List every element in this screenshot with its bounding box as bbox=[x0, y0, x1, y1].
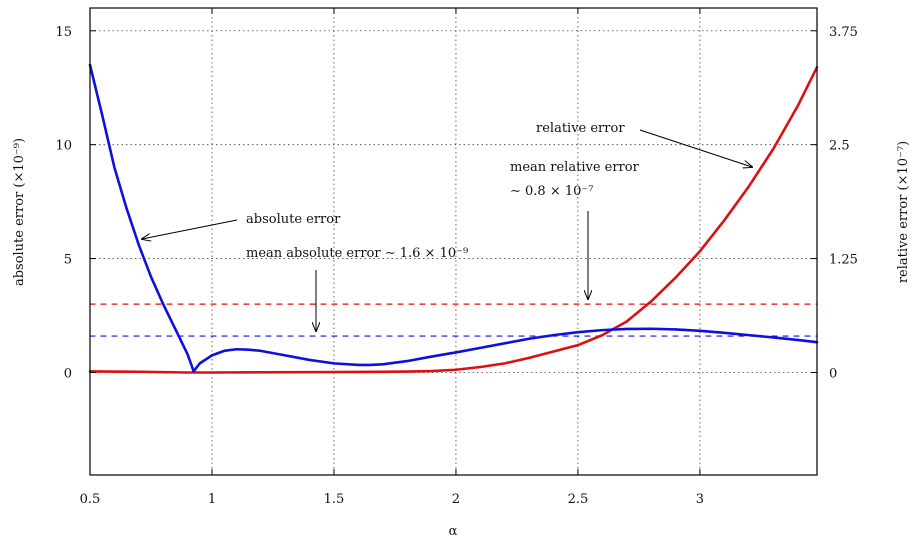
x-tick-label: 3 bbox=[696, 492, 704, 507]
plot-frame bbox=[89, 7, 818, 476]
x-tick-label: 0.5 bbox=[80, 492, 101, 507]
x-tick-label: 2 bbox=[452, 492, 460, 507]
relative-error-label: relative error bbox=[536, 121, 625, 136]
x-tick-label: 2.5 bbox=[568, 492, 589, 507]
relative-error-curve bbox=[88, 65, 819, 374]
y-axis-title-left: absolute error (×10⁻⁹) bbox=[12, 138, 27, 286]
x-tick-label: 1 bbox=[208, 492, 216, 507]
x-tick-label: 1.5 bbox=[324, 492, 345, 507]
y2-tick-label: 0 bbox=[829, 366, 837, 381]
mean-relative-error-label: mean relative error bbox=[510, 160, 640, 175]
mean-absolute-error-label: mean absolute error ∼ 1.6 × 10⁻⁹ bbox=[246, 246, 468, 261]
absolute-error-curve bbox=[88, 63, 819, 373]
y-axis-title-right: relative error (×10⁻⁷) bbox=[896, 141, 911, 283]
ticks: 0.5 1 1.5 2 2.5 3 0 5 10 15 0 1.25 2.5 3.75 bbox=[55, 8, 858, 507]
y-tick-label: 10 bbox=[55, 139, 72, 154]
y2-tick-label: 2.5 bbox=[829, 139, 850, 154]
mean-relative-error-value: ∼ 0.8 × 10⁻⁷ bbox=[510, 184, 593, 199]
y2-tick-label: 3.75 bbox=[829, 25, 858, 40]
x-axis-title: α bbox=[449, 524, 458, 539]
y-tick-label: 5 bbox=[64, 253, 72, 268]
absolute-error-label: absolute error bbox=[246, 212, 341, 227]
y-tick-label: 15 bbox=[55, 25, 72, 40]
annotations: relative error mean relative error ∼ 0.8… bbox=[142, 121, 752, 331]
absolute-error-arrow bbox=[142, 219, 238, 239]
y-tick-label: 0 bbox=[64, 366, 72, 381]
grid bbox=[90, 8, 817, 475]
series-layer bbox=[88, 63, 819, 374]
relative-error-arrow bbox=[639, 129, 752, 167]
y2-tick-label: 1.25 bbox=[829, 253, 858, 268]
